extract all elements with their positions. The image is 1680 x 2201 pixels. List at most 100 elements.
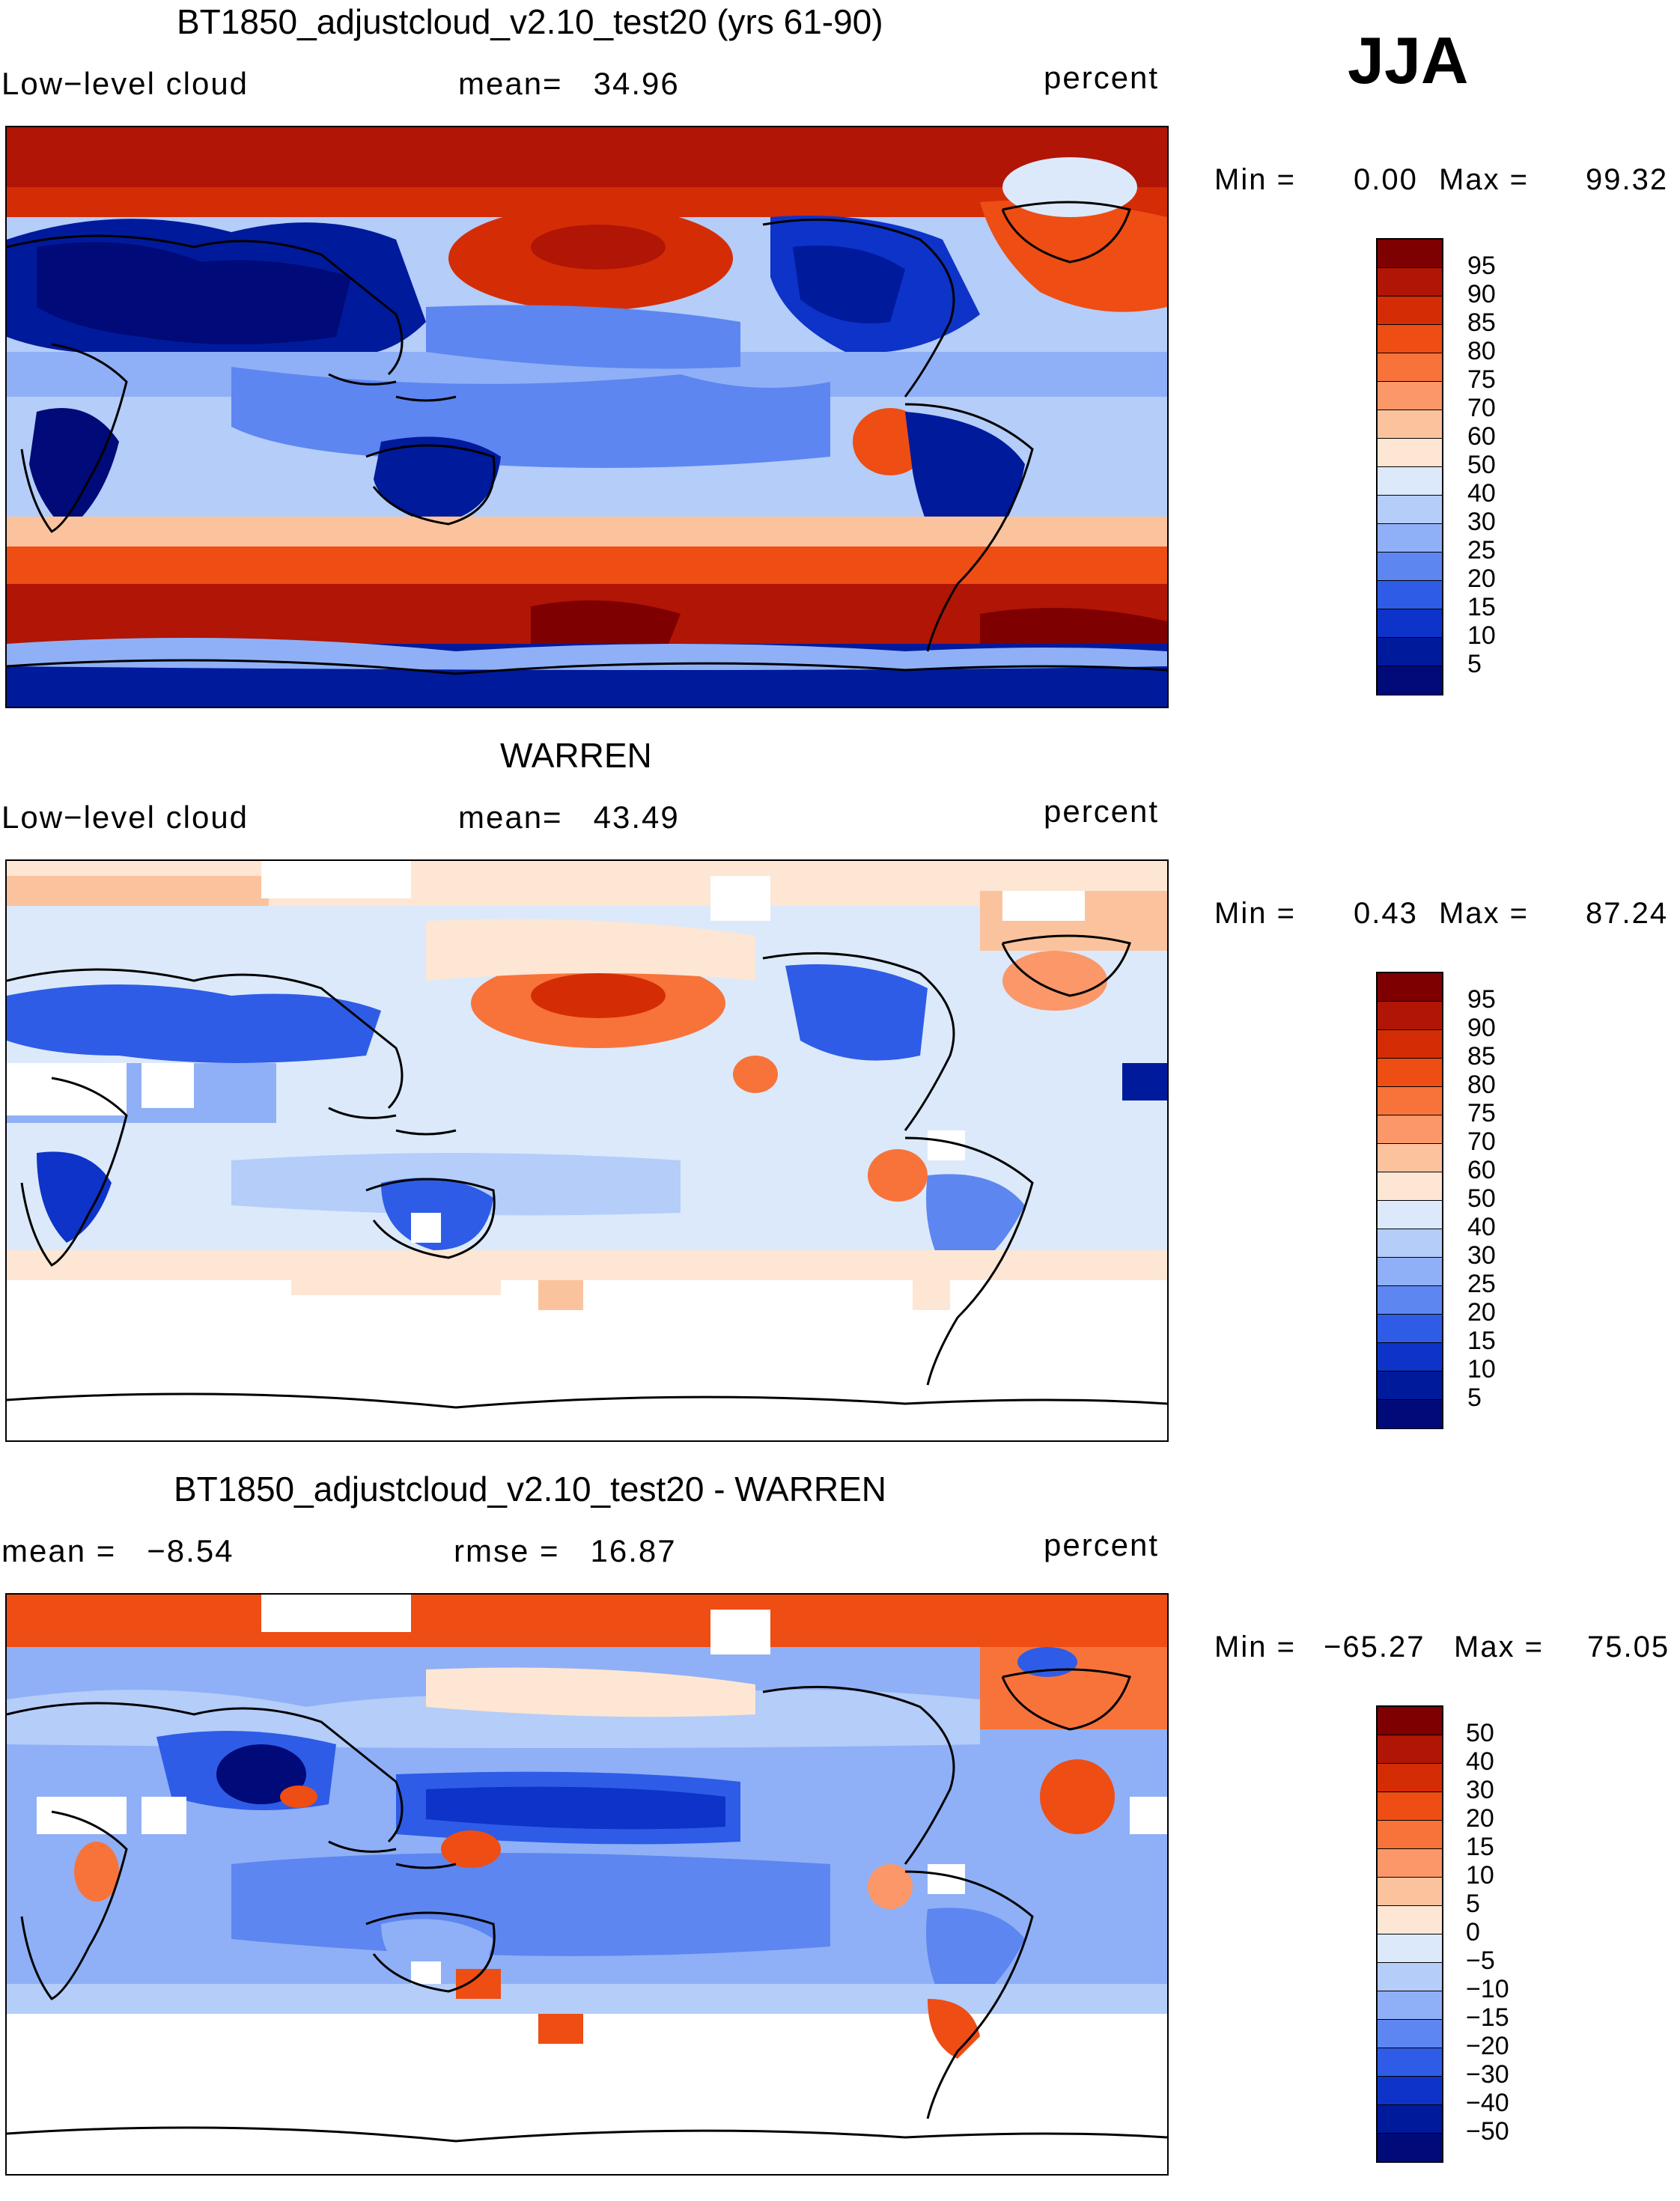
colorbar-tick: 60	[1467, 422, 1496, 451]
colorbar-swatch	[1378, 1906, 1442, 1934]
colorbar-swatch	[1378, 1764, 1442, 1792]
colorbar-tick: 85	[1467, 1042, 1496, 1071]
colorbar-swatch	[1378, 2105, 1442, 2134]
colorbar-swatch	[1378, 1286, 1442, 1315]
colorbar-swatch	[1378, 325, 1442, 353]
colorbar-tick: −5	[1466, 1946, 1495, 1975]
colorbar-tick: −40	[1466, 2089, 1509, 2117]
colorbar-tick: 20	[1466, 1804, 1494, 1833]
colorbar-swatch	[1378, 353, 1442, 382]
colorbar-tick: 25	[1467, 536, 1496, 564]
colorbar-swatch	[1378, 496, 1442, 524]
colorbar-tick: 40	[1466, 1747, 1494, 1776]
colorbar-tick: 20	[1467, 1298, 1496, 1327]
min-value: −65.27	[1324, 1631, 1425, 1663]
max-value: 99.32	[1586, 163, 1669, 196]
colorbar-swatch	[1378, 1030, 1442, 1059]
colorbar-swatch	[1378, 1343, 1442, 1372]
colorbar-tick: 30	[1467, 1241, 1496, 1270]
colorbar-tick: −30	[1466, 2060, 1509, 2089]
colorbar-swatch	[1378, 2020, 1442, 2048]
variable-label: Low−level cloud	[1, 800, 249, 835]
colorbar-swatch	[1378, 1258, 1442, 1286]
colorbar-swatch	[1378, 1792, 1442, 1821]
min-value: 0.43	[1354, 897, 1418, 930]
colorbar-swatch	[1378, 1991, 1442, 2020]
rmse-label: rmse = 16.87	[454, 1533, 677, 1568]
colorbar-swatch	[1378, 410, 1442, 439]
colorbar-tick: 15	[1466, 1833, 1494, 1861]
map-difference	[5, 1593, 1169, 2176]
colorbar-swatch	[1378, 1821, 1442, 1849]
panel-title: BT1850_adjustcloud_v2.10_test20 (yrs 61-…	[177, 2, 883, 41]
colorbar-swatch	[1378, 666, 1442, 695]
colorbar-swatch	[1378, 1172, 1442, 1201]
panel-difference: BT1850_adjustcloud_v2.10_test20 - WARREN…	[0, 1467, 1680, 2201]
max-label: Max =	[1439, 897, 1530, 930]
colorbar-swatch	[1378, 1315, 1442, 1343]
colorbar-swatch	[1378, 1115, 1442, 1144]
colorbar-swatch	[1378, 2048, 1442, 2077]
max-label: Max =	[1454, 1631, 1544, 1663]
mean-label: mean= 43.49	[458, 800, 680, 835]
colorbar-swatch	[1378, 1087, 1442, 1115]
colorbar-tick: 90	[1467, 1014, 1496, 1042]
colorbar-tick: 40	[1467, 479, 1496, 508]
colorbar-tick: 20	[1467, 564, 1496, 593]
colorbar-swatch	[1378, 2134, 1442, 2162]
colorbar-tick: 50	[1467, 451, 1496, 479]
colorbar-swatch	[1378, 638, 1442, 666]
colorbar-swatch	[1378, 581, 1442, 609]
colorbar-swatch	[1378, 296, 1442, 325]
colorbar-swatch	[1378, 1963, 1442, 1991]
colorbar-tick: −20	[1466, 2032, 1509, 2060]
colorbar-swatch	[1378, 439, 1442, 467]
colorbar-swatch	[1378, 240, 1442, 268]
colorbar-swatch	[1378, 1144, 1442, 1172]
colorbar-tick: 95	[1467, 985, 1496, 1014]
colorbar-tick: 10	[1467, 1355, 1496, 1383]
colorbar-swatch	[1378, 973, 1442, 1002]
colorbar-tick: −50	[1466, 2117, 1509, 2146]
panel-model: BT1850_adjustcloud_v2.10_test20 (yrs 61-…	[0, 0, 1680, 734]
min-label: Min =	[1214, 163, 1296, 196]
max-value: 75.05	[1587, 1631, 1670, 1663]
panel-title: WARREN	[500, 736, 652, 775]
colorbar-swatch	[1378, 1002, 1442, 1030]
colorbar-swatch	[1378, 268, 1442, 296]
colorbar-swatch	[1378, 1707, 1442, 1735]
colorbar	[1376, 1705, 1443, 2163]
units-label: percent	[1044, 1527, 1160, 1562]
colorbar-tick: −15	[1466, 2003, 1509, 2032]
colorbar-tick: 40	[1467, 1213, 1496, 1241]
colorbar-swatch	[1378, 1229, 1442, 1258]
season-label: JJA	[1348, 23, 1469, 97]
colorbar-swatch	[1378, 1400, 1442, 1428]
colorbar-swatch	[1378, 467, 1442, 496]
mean-label: mean= 34.96	[458, 66, 680, 101]
colorbar	[1376, 972, 1443, 1429]
colorbar-tick: 15	[1467, 1327, 1496, 1355]
map-observed-low-cloud	[5, 859, 1169, 1442]
min-value: 0.00	[1354, 163, 1418, 196]
colorbar-tick: 50	[1467, 1184, 1496, 1213]
min-label: Min =	[1214, 1631, 1296, 1663]
units-label: percent	[1044, 794, 1160, 829]
colorbar-swatch	[1378, 524, 1442, 552]
colorbar-tick: 75	[1467, 365, 1496, 394]
colorbar-swatch	[1378, 609, 1442, 638]
colorbar-swatch	[1378, 1878, 1442, 1906]
min-label: Min =	[1214, 897, 1296, 930]
colorbar-tick: 75	[1467, 1099, 1496, 1127]
colorbar-tick: 70	[1467, 394, 1496, 422]
units-label: percent	[1044, 60, 1160, 95]
mean-label: mean = −8.54	[1, 1533, 234, 1568]
colorbar-tick: 60	[1467, 1156, 1496, 1184]
colorbar-tick: 90	[1467, 280, 1496, 308]
map-model-low-cloud	[5, 126, 1169, 708]
colorbar	[1376, 238, 1443, 695]
colorbar-swatch	[1378, 2077, 1442, 2105]
colorbar-tick: 10	[1466, 1861, 1494, 1890]
colorbar-tick: 95	[1467, 252, 1496, 280]
colorbar-tick: 5	[1467, 650, 1482, 678]
